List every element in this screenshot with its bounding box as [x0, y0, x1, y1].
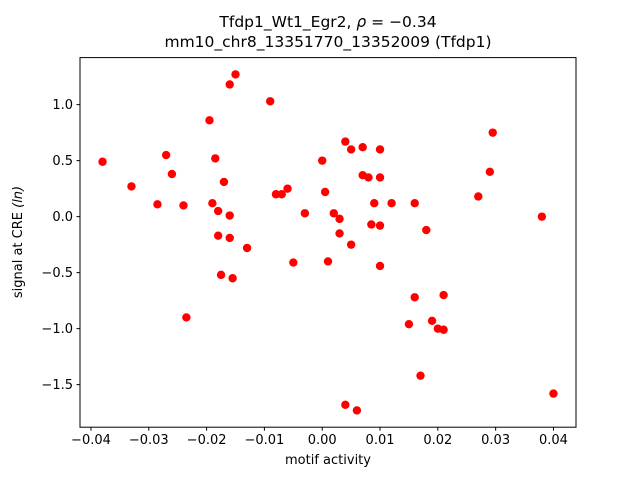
data-point [439, 325, 448, 334]
data-point [225, 233, 234, 243]
data-point [179, 201, 188, 210]
axes-spines [79, 57, 577, 428]
data-point [335, 229, 344, 238]
data-point [98, 157, 107, 166]
chart-title-line1: Tfdp1_Wt1_Egr2, ρ = −0.34 [218, 13, 436, 32]
data-point [205, 116, 214, 125]
data-point [375, 261, 385, 271]
y-tick-label: −1.0 [41, 322, 73, 337]
x-tick-label: 0.01 [366, 433, 395, 448]
data-point [410, 293, 419, 302]
data-point [439, 290, 448, 300]
y-tick-label: 1.0 [52, 98, 73, 113]
x-axis-label: motif activity [285, 453, 371, 468]
x-tick-label: −0.02 [187, 433, 227, 448]
data-point [352, 406, 362, 415]
data-point [485, 167, 495, 177]
y-axis-label-text: signal at CRE [11, 208, 26, 298]
data-point [300, 209, 310, 218]
x-tick-label: −0.04 [71, 433, 111, 448]
data-point [375, 173, 385, 182]
data-point [537, 212, 547, 221]
data-point [318, 156, 327, 165]
title-rho-symbol: ρ [356, 13, 366, 31]
data-point [225, 211, 234, 220]
data-point [277, 190, 286, 199]
title-rho-value: = −0.34 [371, 13, 436, 31]
data-point [474, 192, 483, 201]
data-point [283, 184, 292, 193]
data-point [488, 128, 497, 137]
data-point [367, 220, 376, 229]
data-point [242, 243, 252, 253]
data-point [329, 209, 338, 218]
data-point [208, 199, 217, 208]
data-point [346, 145, 356, 154]
x-tick-label: 0.02 [423, 433, 452, 448]
data-point [289, 258, 298, 267]
data-point [127, 182, 136, 191]
y-axis-label-math: (ln) [11, 186, 26, 208]
scatter-points [98, 70, 558, 415]
chart-title-line2: mm10_chr8_13351770_13352009 (Tfdp1) [164, 33, 491, 52]
x-tick-label: −0.01 [244, 433, 284, 448]
y-tick-label: −0.5 [41, 266, 73, 281]
data-point [320, 187, 330, 197]
data-point [404, 319, 414, 329]
data-point [228, 274, 237, 283]
data-point [346, 240, 356, 249]
data-point [341, 400, 350, 409]
data-point [364, 173, 373, 182]
data-point [219, 177, 229, 187]
x-tick-label: −0.03 [129, 433, 169, 448]
data-point [265, 97, 275, 106]
y-tick-label: 0.0 [52, 210, 73, 225]
data-point [375, 221, 385, 230]
data-point [216, 270, 226, 280]
x-tick-label: 0.00 [308, 433, 337, 448]
data-point [549, 389, 558, 398]
data-point [416, 371, 425, 380]
data-point [182, 313, 191, 322]
data-point [335, 214, 344, 224]
data-point [153, 200, 162, 209]
data-point [323, 257, 333, 266]
axis-ticks: −0.04 −0.03 −0.02 −0.01 0.00 0.01 0.02 0.03 0.04… [41, 98, 568, 448]
title-prefix: Tfdp1_Wt1_Egr2, [218, 13, 356, 32]
x-tick-label: 0.04 [539, 433, 568, 448]
data-point [271, 190, 281, 199]
data-point [387, 199, 396, 208]
data-point [375, 145, 385, 154]
data-point [231, 70, 240, 79]
data-point [167, 169, 177, 179]
data-point [161, 150, 171, 160]
y-tick-label: 0.5 [52, 154, 73, 169]
y-tick-label: −1.5 [41, 378, 73, 393]
data-point [358, 143, 367, 152]
data-point [370, 199, 379, 208]
data-point [213, 231, 223, 240]
data-point [410, 199, 419, 208]
data-point [211, 154, 220, 163]
data-point [213, 206, 223, 216]
data-point [422, 225, 431, 235]
data-point [341, 137, 350, 146]
y-axis-label: signal at CRE (ln) [11, 186, 26, 298]
data-point [225, 80, 234, 89]
x-tick-label: 0.03 [481, 433, 510, 448]
data-point [427, 316, 437, 325]
